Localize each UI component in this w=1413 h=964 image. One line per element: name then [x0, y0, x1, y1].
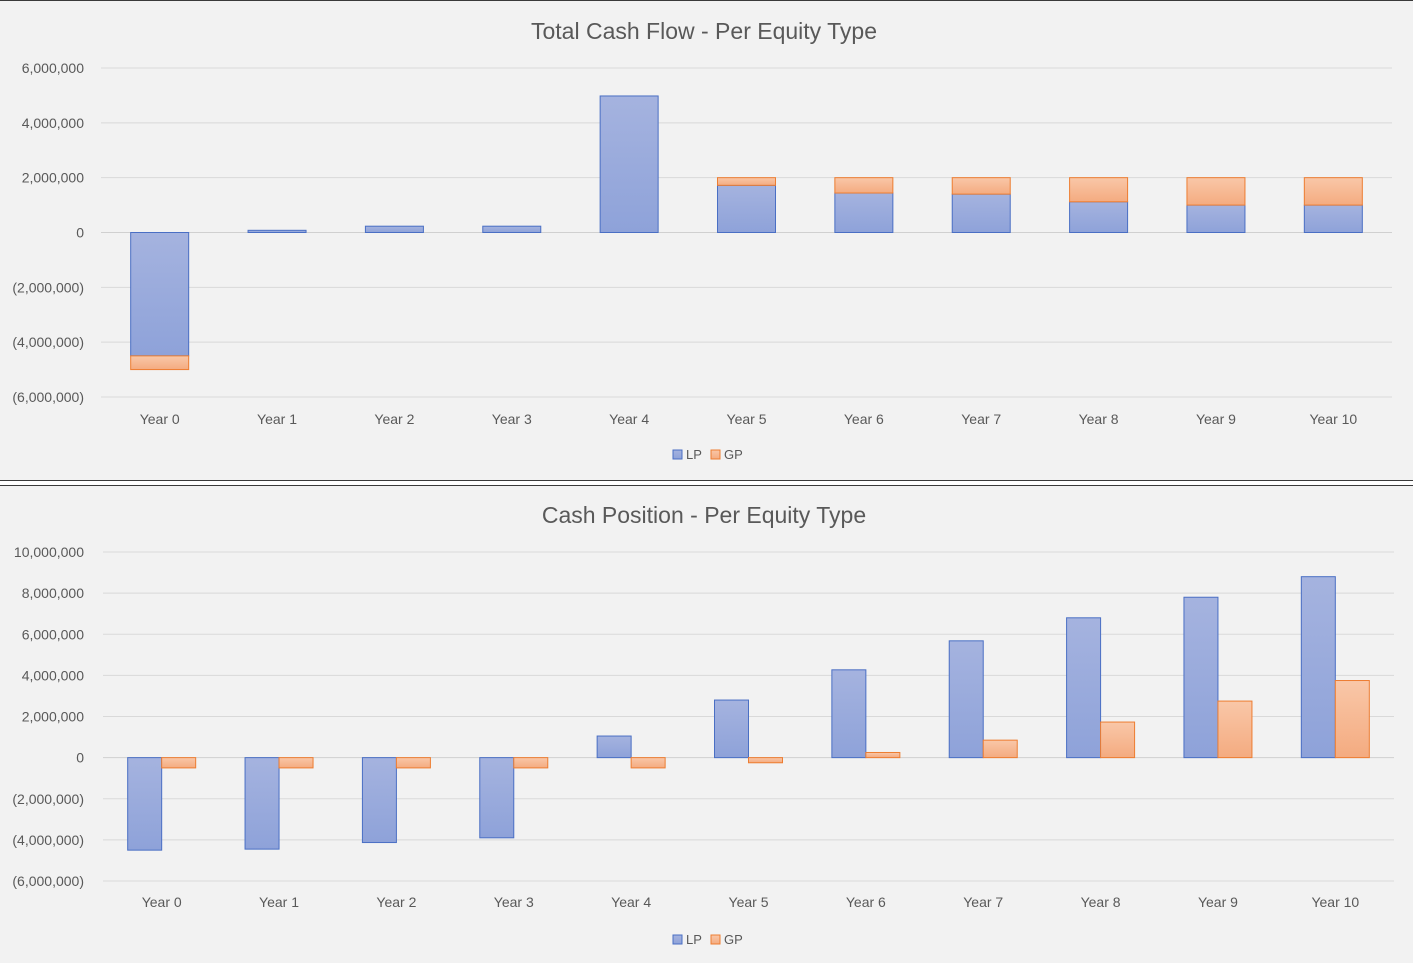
chart-title: Cash Position - Per Equity Type — [542, 502, 866, 528]
legend-label-gp: GP — [724, 932, 743, 947]
bar-lp — [948, 640, 984, 759]
x-tick-label: Year 4 — [609, 411, 649, 427]
legend-label-lp: LP — [686, 447, 702, 462]
y-tick-label: 4,000,000 — [22, 115, 84, 131]
legend-swatch-lp — [672, 449, 683, 460]
x-tick-label: Year 4 — [611, 894, 651, 910]
x-tick-label: Year 0 — [140, 411, 180, 427]
bar-lp — [1066, 617, 1102, 759]
y-tick-label: 2,000,000 — [22, 709, 84, 725]
x-tick-label: Year 5 — [729, 894, 769, 910]
x-tick-label: Year 9 — [1196, 411, 1236, 427]
bar-lp — [1186, 204, 1246, 233]
x-tick-label: Year 8 — [1079, 411, 1119, 427]
bar-lp — [130, 232, 190, 357]
bar-lp — [127, 757, 163, 851]
y-tick-label: 8,000,000 — [22, 585, 84, 601]
bar-gp — [982, 739, 1018, 759]
bar-gp — [278, 757, 314, 769]
y-tick-label: 2,000,000 — [22, 170, 84, 186]
x-tick-label: Year 2 — [374, 411, 414, 427]
x-tick-label: Year 8 — [1081, 894, 1121, 910]
x-tick-label: Year 10 — [1311, 894, 1359, 910]
x-tick-label: Year 3 — [494, 894, 534, 910]
y-tick-label: 6,000,000 — [22, 60, 84, 76]
x-tick-label: Year 7 — [963, 894, 1003, 910]
bar-lp — [714, 699, 749, 759]
x-tick-label: Year 1 — [259, 894, 299, 910]
cash-flow-chart: Total Cash Flow - Per Equity Type 6,000,0… — [12, 18, 1392, 462]
bar-lp — [596, 735, 632, 759]
bar-gp — [1303, 177, 1363, 206]
bar-lp — [361, 757, 397, 844]
x-tick-label: Year 6 — [844, 411, 884, 427]
y-tick-label: 10,000,000 — [14, 544, 84, 560]
legend-label-gp: GP — [724, 447, 743, 462]
y-tick-label: (2,000,000) — [12, 279, 84, 295]
bar-gp — [161, 757, 197, 769]
x-tick-label: Year 1 — [257, 411, 297, 427]
x-tick-label: Year 5 — [727, 411, 767, 427]
cash-position-chart-panel: Cash Position - Per Equity Type 10,000,00… — [0, 485, 1413, 963]
bar-gp — [395, 757, 431, 769]
bar-gp — [1334, 680, 1370, 759]
bar-lp — [834, 192, 894, 234]
y-tick-label: (6,000,000) — [12, 389, 84, 405]
bar-lp — [831, 669, 867, 759]
bar-lp — [1069, 201, 1129, 234]
bar-lp — [951, 193, 1011, 234]
bar-lp — [1303, 204, 1363, 233]
bar-gp — [513, 757, 549, 769]
bar-lp — [1183, 596, 1219, 759]
bar-lp — [244, 757, 280, 850]
x-tick-label: Year 7 — [961, 411, 1001, 427]
legend: LP GP — [672, 447, 743, 462]
y-tick-label: 6,000,000 — [22, 626, 84, 642]
bar-gp — [865, 751, 901, 759]
bar-gp — [717, 177, 776, 186]
y-tick-label: (4,000,000) — [12, 832, 84, 848]
bar-gp — [1186, 177, 1246, 206]
legend-swatch-gp — [710, 449, 721, 460]
y-tick-label: 0 — [76, 225, 84, 241]
cash-position-chart: Cash Position - Per Equity Type 10,000,00… — [12, 502, 1394, 947]
cash-flow-chart-panel: Total Cash Flow - Per Equity Type 6,000,0… — [0, 0, 1413, 481]
x-tick-label: Year 2 — [376, 894, 416, 910]
chart-title: Total Cash Flow - Per Equity Type — [531, 18, 877, 44]
y-tick-label: 4,000,000 — [22, 667, 84, 683]
y-tick-label: (6,000,000) — [12, 873, 84, 889]
x-tick-label: Year 10 — [1309, 411, 1357, 427]
x-tick-label: Year 6 — [846, 894, 886, 910]
x-tick-label: Year 9 — [1198, 894, 1238, 910]
y-tick-label: 0 — [76, 750, 84, 766]
bar-gp — [1100, 721, 1136, 759]
bar-gp — [834, 177, 894, 194]
bar-lp — [1300, 576, 1336, 759]
bar-lp — [599, 95, 659, 233]
legend: LP GP — [672, 932, 743, 947]
y-tick-label: (2,000,000) — [12, 791, 84, 807]
bar-gp — [951, 177, 1011, 195]
bar-lp — [479, 757, 515, 839]
bar-gp — [130, 355, 190, 371]
x-tick-label: Year 3 — [492, 411, 532, 427]
bar-lp — [364, 225, 424, 234]
legend-swatch-gp — [710, 934, 721, 945]
legend-swatch-lp — [672, 934, 683, 945]
bar-lp — [717, 184, 776, 234]
bar-gp — [1069, 177, 1129, 203]
x-tick-label: Year 0 — [142, 894, 182, 910]
bar-gp — [748, 757, 783, 764]
y-tick-label: (4,000,000) — [12, 334, 84, 350]
bar-gp — [630, 757, 666, 769]
bar-gp — [1217, 700, 1253, 759]
legend-label-lp: LP — [686, 932, 702, 947]
bar-lp — [247, 229, 307, 234]
bar-lp — [482, 225, 542, 234]
